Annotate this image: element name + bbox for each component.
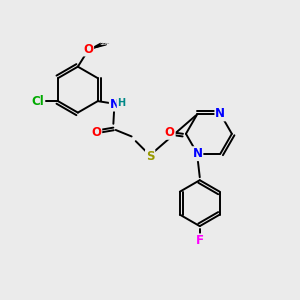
Text: O: O (91, 126, 101, 140)
Text: methyl: methyl (101, 43, 106, 44)
Text: methyl_placeholder: methyl_placeholder (110, 44, 124, 46)
Text: methoxy: methoxy (103, 43, 110, 44)
Text: N: N (215, 107, 225, 120)
Text: Cl: Cl (32, 94, 44, 108)
Text: methyl: methyl (102, 44, 107, 45)
Text: H: H (117, 98, 125, 108)
Text: O: O (83, 43, 93, 56)
Text: O: O (165, 126, 175, 139)
Text: N: N (192, 147, 203, 160)
Text: N: N (110, 98, 120, 111)
Text: F: F (196, 234, 204, 248)
Text: S: S (146, 150, 154, 163)
